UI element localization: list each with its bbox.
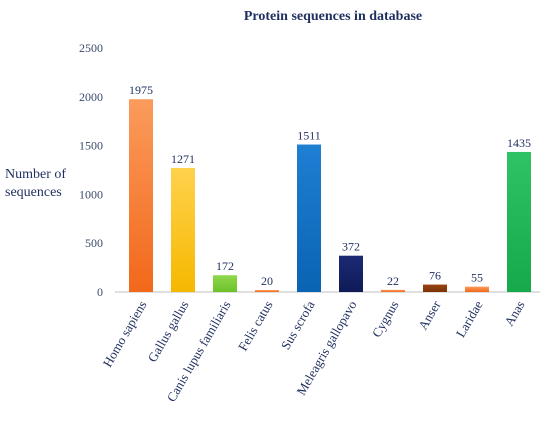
x-tick-label: Anas — [501, 298, 527, 329]
bar — [255, 290, 279, 292]
bar — [423, 284, 447, 292]
y-tick-label: 1000 — [79, 187, 103, 201]
bar — [465, 286, 489, 292]
data-label: 1271 — [171, 152, 195, 166]
x-tick-label: Felis catus — [235, 298, 276, 353]
y-axis: 0 500 1000 1500 2000 2500 — [79, 41, 103, 299]
y-tick-label: 1500 — [79, 139, 103, 153]
data-label: 55 — [471, 271, 483, 285]
x-tick-label: Cygnus — [369, 298, 402, 340]
data-label: 76 — [429, 269, 441, 283]
data-label: 372 — [342, 240, 360, 254]
bars — [129, 99, 531, 293]
bar — [129, 99, 153, 293]
data-labels: 1975 1271 172 20 1511 372 22 76 55 1435 — [129, 83, 531, 288]
bar — [381, 289, 405, 292]
data-label: 1511 — [297, 129, 321, 143]
data-label: 20 — [261, 274, 273, 288]
y-tick-label: 0 — [97, 285, 103, 299]
y-tick-label: 2500 — [79, 41, 103, 55]
bar — [339, 255, 363, 292]
bar — [507, 151, 531, 292]
x-tick-label: Sus scrofa — [278, 298, 318, 352]
chart-title: Protein sequences in database — [244, 9, 422, 24]
data-label: 1975 — [129, 83, 153, 97]
data-label: 22 — [387, 274, 399, 288]
y-tick-label: 500 — [85, 236, 103, 250]
y-axis-label-line-2: sequences — [5, 185, 62, 200]
x-tick-label: Anser — [415, 297, 444, 332]
bar — [213, 275, 237, 292]
y-axis-label-line-1: Number of — [5, 167, 66, 182]
bar — [171, 167, 195, 292]
x-tick-label: Laridae — [453, 298, 486, 340]
x-tick-label: Gallus gallus — [144, 298, 191, 365]
x-tick-label: Homo sapiens — [100, 298, 150, 370]
bar — [297, 144, 321, 292]
data-label: 172 — [216, 259, 234, 273]
data-label: 1435 — [507, 136, 531, 150]
y-tick-label: 2000 — [79, 90, 103, 104]
